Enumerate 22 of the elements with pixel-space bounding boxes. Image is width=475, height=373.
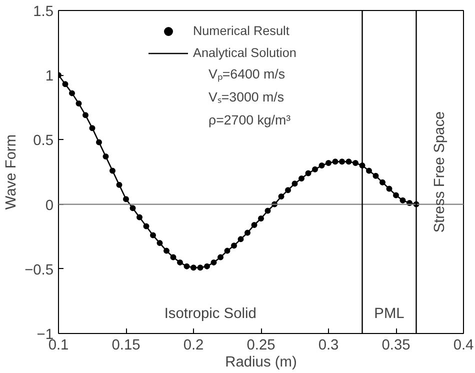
x-tick-label: 0.4	[453, 338, 474, 354]
y-tick-label: −0.5	[24, 262, 54, 278]
annotation: Stress Free Space	[432, 111, 448, 233]
x-tick-label: 0.15	[112, 338, 140, 354]
annotation: Isotropic Solid	[164, 306, 256, 322]
annotation: PML	[374, 306, 404, 322]
legend-label: Numerical Result	[193, 24, 290, 38]
legend-label: Analytical Solution	[193, 46, 296, 60]
annotation: Vₛ=3000 m/s	[208, 90, 284, 104]
x-axis-title: Radius (m)	[225, 354, 297, 370]
x-tick-label: 0.25	[246, 338, 276, 354]
y-tick-label: 0.5	[33, 133, 54, 150]
x-tick-label: 0.3	[318, 338, 339, 354]
x-tick-label: 0.2	[183, 338, 204, 354]
y-tick-label: 1	[45, 68, 54, 85]
annotation: Vₚ=6400 m/s	[208, 66, 286, 82]
y-tick-label: 1.5	[33, 4, 54, 20]
x-tick-label: 0.1	[48, 338, 69, 354]
x-tick-label: 0.35	[382, 338, 410, 354]
annotation: ρ=2700 kg/m³	[208, 112, 292, 128]
y-axis-title: Wave Form	[4, 134, 20, 210]
y-tick-label: 0	[45, 198, 54, 214]
